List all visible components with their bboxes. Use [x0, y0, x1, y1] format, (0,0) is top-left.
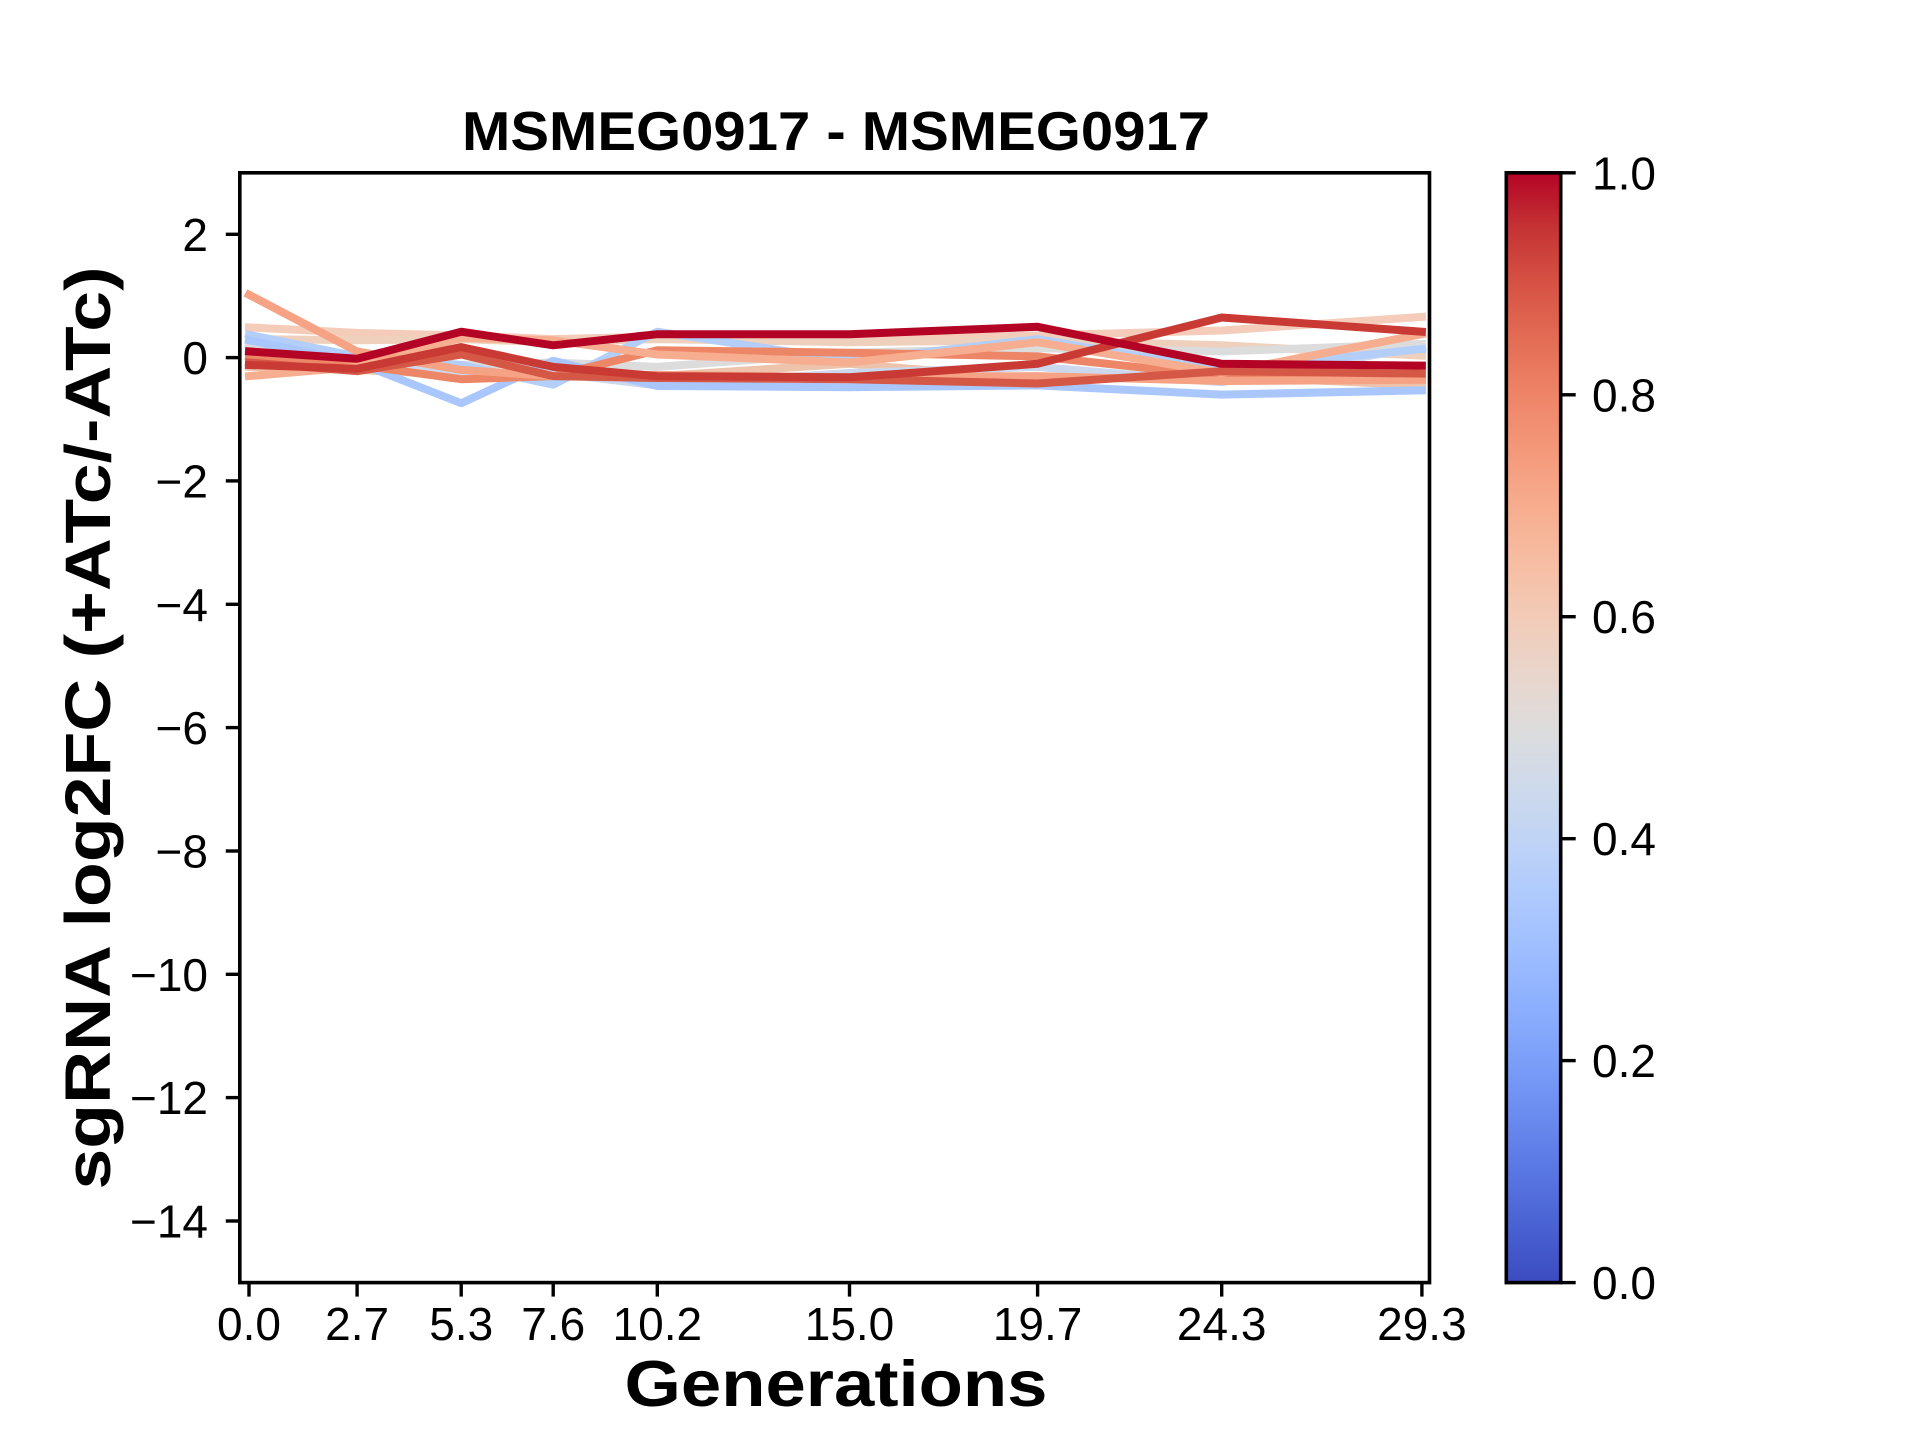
svg-text:−8: −8 [156, 826, 208, 878]
svg-text:0.0: 0.0 [217, 1298, 281, 1350]
svg-text:29.3: 29.3 [1377, 1298, 1467, 1350]
svg-text:5.3: 5.3 [429, 1298, 493, 1350]
svg-text:−10: −10 [130, 949, 208, 1001]
svg-text:Generations: Generations [625, 1347, 1048, 1420]
svg-text:15.0: 15.0 [805, 1298, 895, 1350]
svg-text:7.6: 7.6 [521, 1298, 585, 1350]
svg-text:MSMEG0917 - MSMEG0917: MSMEG0917 - MSMEG0917 [462, 100, 1210, 162]
svg-text:1.0: 1.0 [1592, 147, 1656, 199]
svg-text:0.2: 0.2 [1592, 1035, 1656, 1087]
svg-text:−6: −6 [156, 702, 208, 754]
svg-text:0.8: 0.8 [1592, 369, 1656, 421]
svg-text:2: 2 [182, 209, 208, 261]
svg-text:−14: −14 [130, 1196, 208, 1248]
svg-text:0.4: 0.4 [1592, 813, 1656, 865]
svg-text:0.0: 0.0 [1592, 1257, 1656, 1309]
svg-text:−4: −4 [156, 579, 208, 631]
svg-text:24.3: 24.3 [1177, 1298, 1267, 1350]
svg-text:19.7: 19.7 [993, 1298, 1083, 1350]
svg-text:2.7: 2.7 [325, 1298, 389, 1350]
svg-text:−12: −12 [130, 1072, 208, 1124]
svg-text:−2: −2 [156, 455, 208, 507]
svg-text:10.2: 10.2 [613, 1298, 703, 1350]
svg-text:sgRNA log2FC (+ATc/-ATc): sgRNA log2FC (+ATc/-ATc) [52, 267, 124, 1190]
svg-text:0: 0 [182, 332, 208, 384]
svg-text:0.6: 0.6 [1592, 591, 1656, 643]
